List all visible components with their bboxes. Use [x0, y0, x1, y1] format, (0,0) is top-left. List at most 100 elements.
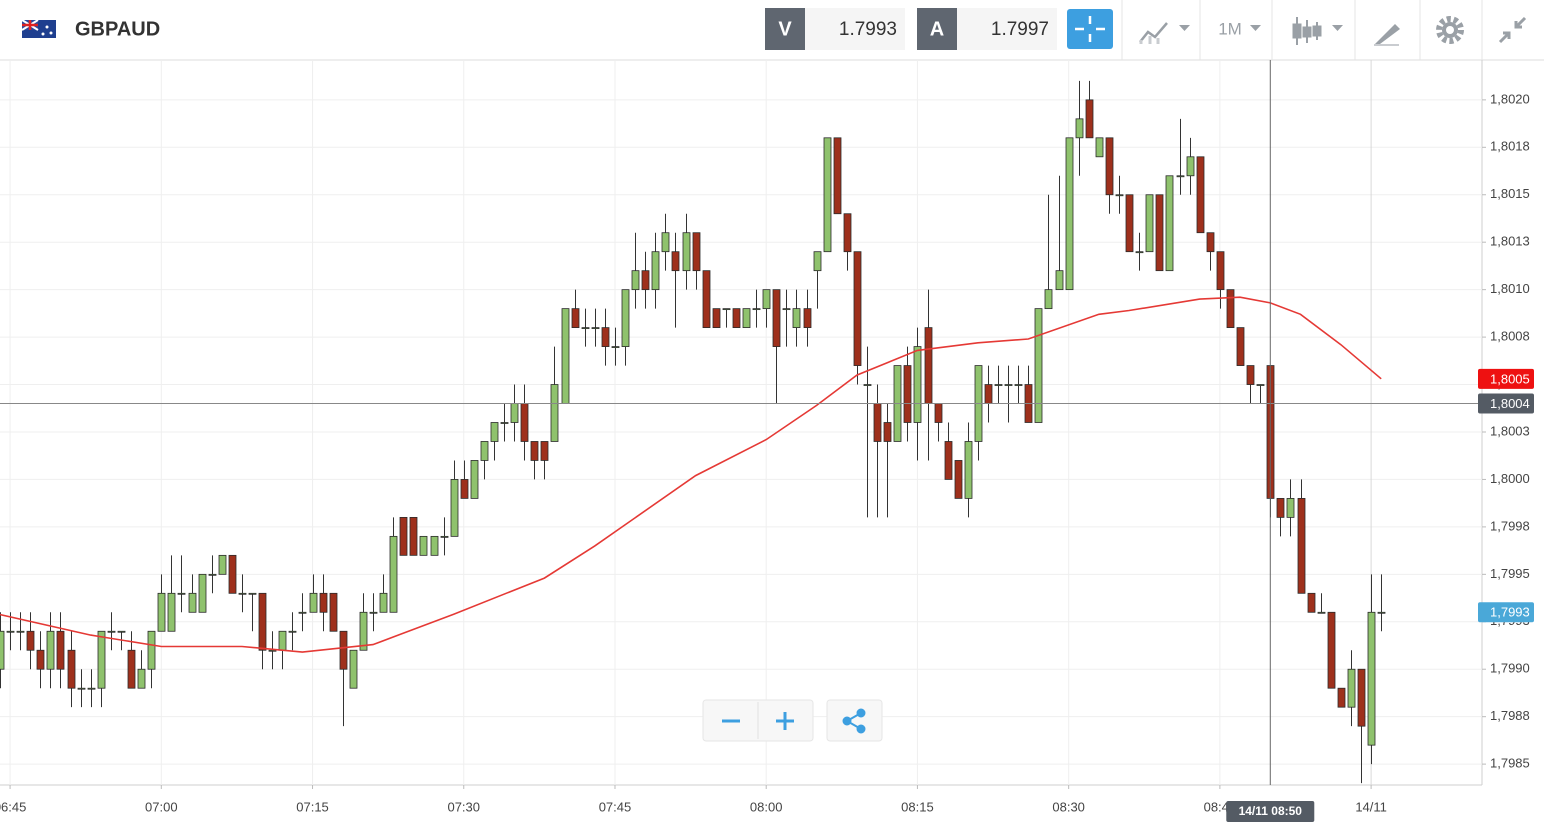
- candle-body: [1377, 611, 1386, 614]
- candle-body: [762, 289, 771, 310]
- candle: [752, 289, 761, 328]
- chart-type-button[interactable]: [1139, 22, 1190, 44]
- candle-body: [873, 403, 882, 442]
- candle-body: [903, 365, 912, 423]
- candle-body: [752, 308, 761, 311]
- candle: [1075, 80, 1084, 176]
- candle: [661, 213, 670, 271]
- candle-body: [440, 535, 449, 538]
- candle: [480, 441, 489, 480]
- candle: [419, 535, 428, 556]
- candle: [863, 346, 872, 518]
- share-button[interactable]: [826, 699, 883, 742]
- candle: [1095, 137, 1104, 158]
- candle-body: [1176, 175, 1185, 178]
- candle: [692, 232, 701, 290]
- collapse-button[interactable]: [1498, 16, 1527, 44]
- candle: [1034, 308, 1043, 423]
- candle: [550, 346, 559, 442]
- candle-body: [782, 308, 791, 311]
- settings-button[interactable]: [1436, 16, 1464, 44]
- candle: [87, 669, 96, 708]
- crosshair-time-label: 14/11 08:50: [1239, 804, 1303, 818]
- candle: [1014, 365, 1023, 404]
- y-tick-label: 1,8020: [1490, 91, 1530, 106]
- candle-body: [883, 422, 892, 442]
- candle: [792, 289, 801, 347]
- candle-body: [843, 213, 852, 253]
- crosshair-price-tag-box: [1478, 393, 1534, 414]
- candle-body: [571, 308, 580, 329]
- candle-body: [1357, 668, 1366, 727]
- candle-body: [1044, 289, 1053, 310]
- candle: [823, 137, 832, 253]
- x-tick-label: 08:30: [1052, 799, 1085, 814]
- candle: [56, 612, 65, 689]
- candle: [702, 270, 711, 329]
- candle-body: [77, 687, 86, 690]
- candle: [913, 327, 922, 461]
- candle: [530, 441, 539, 480]
- candle-body: [228, 554, 237, 594]
- candle-body: [1196, 156, 1205, 234]
- candle-body: [934, 403, 943, 423]
- ask-box[interactable]: [957, 8, 1057, 50]
- ma-price-tag-box: [1478, 368, 1534, 389]
- candle: [329, 592, 338, 632]
- candle-body: [1095, 137, 1104, 158]
- candle: [1337, 687, 1346, 708]
- flag-icon: [21, 19, 56, 38]
- candle-body: [601, 327, 610, 347]
- candle: [1024, 365, 1033, 423]
- candle: [540, 441, 549, 480]
- candle: [208, 555, 217, 594]
- candle: [167, 555, 176, 632]
- bid-price: 1.7993: [839, 19, 897, 40]
- candle-body: [561, 308, 570, 404]
- candle: [1145, 194, 1154, 253]
- candle: [682, 213, 691, 290]
- zoom-controls: [702, 699, 883, 742]
- drawing-button[interactable]: [1374, 24, 1400, 46]
- candle-body: [813, 251, 822, 272]
- candle-body: [1065, 137, 1074, 291]
- candle: [1125, 194, 1134, 253]
- candle: [722, 308, 731, 328]
- candle-style-button[interactable]: [1292, 17, 1343, 45]
- candle-body: [379, 592, 388, 613]
- candle-body: [97, 630, 106, 689]
- candle: [581, 308, 590, 347]
- y-tick-label: 1,8003: [1490, 423, 1530, 438]
- candle: [1276, 498, 1285, 537]
- candle-body: [16, 630, 25, 633]
- candle-body: [298, 611, 307, 614]
- candle: [228, 554, 237, 594]
- candle-body: [288, 630, 297, 633]
- candle: [1286, 479, 1295, 537]
- timeframe-button[interactable]: 1M: [1218, 19, 1261, 38]
- candle-body: [1115, 194, 1124, 197]
- candle: [1135, 232, 1144, 271]
- candle-body: [419, 535, 428, 556]
- candle: [671, 232, 680, 328]
- y-tick-label: 1,7998: [1490, 518, 1530, 533]
- candle-body: [530, 441, 539, 461]
- candle: [873, 384, 882, 518]
- candle: [964, 422, 973, 518]
- candle-body: [520, 403, 529, 442]
- candle-body: [1034, 308, 1043, 423]
- candle: [1347, 650, 1356, 727]
- moving-average-line: [0, 296, 1382, 653]
- crosshair-button[interactable]: [1067, 9, 1113, 49]
- candle-body: [1297, 498, 1306, 594]
- symbol: GBPAUD: [75, 18, 160, 40]
- candle-body: [167, 592, 176, 632]
- bid-box[interactable]: [805, 8, 905, 50]
- candle-body: [127, 649, 136, 689]
- candle: [188, 574, 197, 613]
- candle: [268, 631, 277, 670]
- x-tick-label: 07:45: [599, 799, 632, 814]
- candle-body: [36, 649, 45, 670]
- zoom-in-button[interactable]: [776, 712, 794, 730]
- candle-body: [692, 232, 701, 272]
